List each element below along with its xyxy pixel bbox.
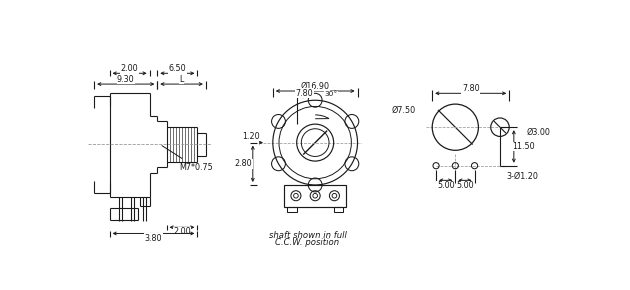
Text: Ø16.90: Ø16.90 (301, 82, 329, 91)
Text: 5.00: 5.00 (437, 181, 454, 190)
Text: 7.80: 7.80 (295, 89, 313, 98)
Text: 2.00: 2.00 (173, 227, 191, 236)
Text: 9.30: 9.30 (117, 75, 135, 84)
Text: 30°: 30° (324, 91, 337, 97)
Text: 3.80: 3.80 (145, 233, 163, 242)
Text: 6.50: 6.50 (169, 64, 186, 73)
Text: 7.80: 7.80 (462, 84, 479, 93)
Bar (284, 185, 346, 206)
Bar (287, 206, 297, 212)
Text: C.C.W. position: C.C.W. position (275, 238, 340, 247)
Text: 2.00: 2.00 (121, 64, 139, 73)
Bar (334, 206, 343, 212)
Text: 11.50: 11.50 (512, 142, 534, 151)
Text: Ø7.50: Ø7.50 (391, 106, 415, 115)
Text: shaft shown in full: shaft shown in full (268, 231, 346, 240)
Text: 2.80: 2.80 (235, 159, 253, 168)
Text: L: L (179, 75, 183, 84)
Text: M7*0.75: M7*0.75 (162, 146, 213, 172)
Text: 3-Ø1.20: 3-Ø1.20 (506, 172, 538, 181)
Text: Ø3.00: Ø3.00 (526, 127, 550, 136)
Text: 5.00: 5.00 (456, 181, 474, 190)
Text: 1.20: 1.20 (242, 132, 260, 141)
